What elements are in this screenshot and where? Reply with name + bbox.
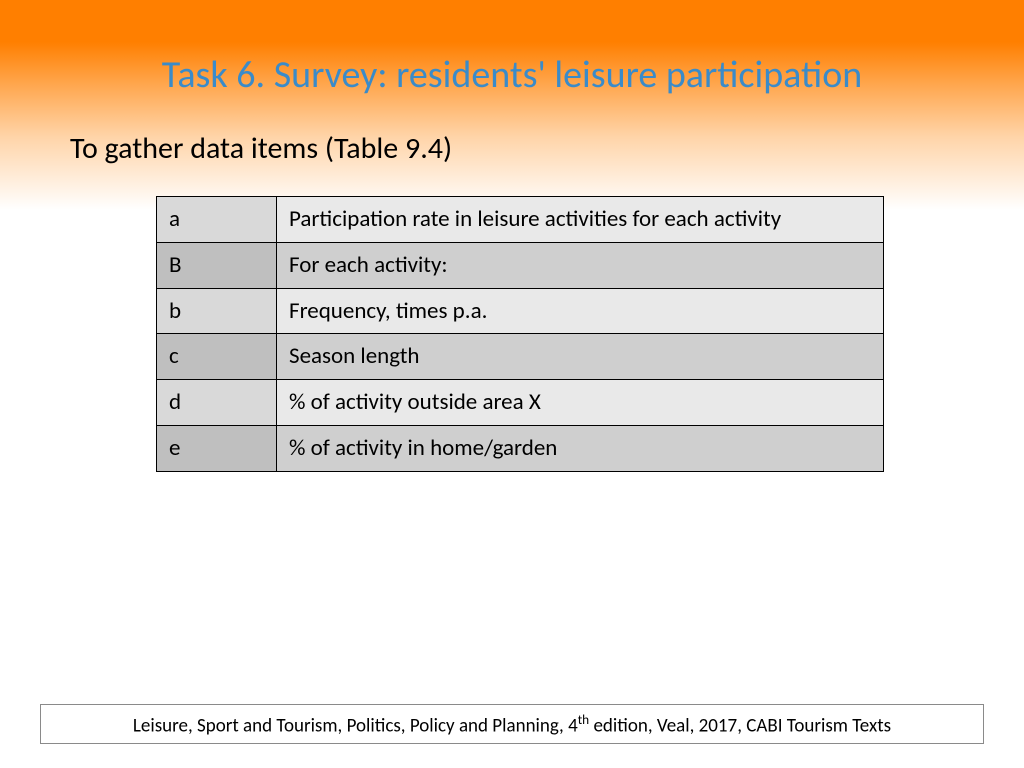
row-key: a (157, 197, 277, 243)
table-row: BFor each activity: (157, 242, 884, 288)
footer-ordinal-sup: th (578, 711, 589, 728)
header-gradient (0, 0, 1024, 210)
data-table: aParticipation rate in leisure activitie… (156, 196, 884, 472)
row-key: B (157, 242, 277, 288)
row-value: % of activity in home/garden (277, 425, 884, 471)
row-value: Frequency, times p.a. (277, 288, 884, 334)
row-value: % of activity outside area X (277, 380, 884, 426)
table-row: bFrequency, times p.a. (157, 288, 884, 334)
row-value: Participation rate in leisure activities… (277, 197, 884, 243)
table-row: aParticipation rate in leisure activitie… (157, 197, 884, 243)
slide-subtitle: To gather data items (Table 9.4) (70, 130, 452, 167)
row-value: For each activity: (277, 242, 884, 288)
footer-citation: Leisure, Sport and Tourism, Politics, Po… (40, 704, 984, 744)
row-key: d (157, 380, 277, 426)
slide: Task 6. Survey: residents' leisure parti… (0, 0, 1024, 768)
table-row: e% of activity in home/garden (157, 425, 884, 471)
footer-text-post: edition, Veal, 2017, CABI Tourism Texts (589, 714, 891, 737)
table-row: cSeason length (157, 334, 884, 380)
row-key: c (157, 334, 277, 380)
slide-title: Task 6. Survey: residents' leisure parti… (0, 52, 1024, 98)
row-key: e (157, 425, 277, 471)
footer-text-pre: Leisure, Sport and Tourism, Politics, Po… (133, 714, 578, 737)
table-row: d% of activity outside area X (157, 380, 884, 426)
row-key: b (157, 288, 277, 334)
row-value: Season length (277, 334, 884, 380)
